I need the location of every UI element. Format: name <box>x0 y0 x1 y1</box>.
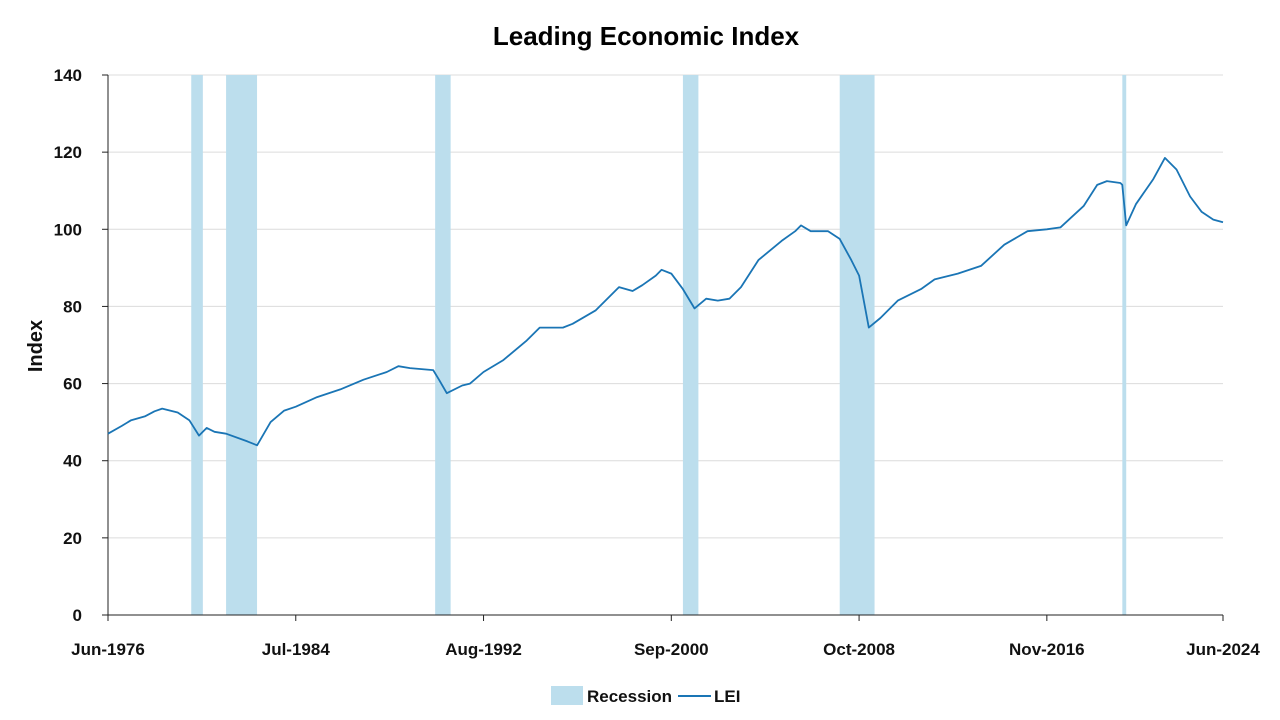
y-tick-label: 20 <box>63 529 82 548</box>
recession-bands <box>191 75 1127 615</box>
y-tick-label: 60 <box>63 375 82 394</box>
x-tick-label: Jun-2024 <box>1186 640 1260 659</box>
legend-recession-swatch <box>551 686 583 705</box>
y-tick-label: 140 <box>54 66 82 85</box>
x-tick-label: Jul-1984 <box>262 640 331 659</box>
x-tick-label: Jun-1976 <box>71 640 145 659</box>
x-tick-label: Nov-2016 <box>1009 640 1085 659</box>
recession-band-4 <box>682 75 699 615</box>
recession-band-6 <box>1122 75 1127 615</box>
x-tick-label: Sep-2000 <box>634 640 709 659</box>
legend: Recession LEI <box>551 686 740 706</box>
recession-band-3 <box>435 75 451 615</box>
y-tick-label: 100 <box>54 220 82 239</box>
x-tick-label: Oct-2008 <box>823 640 895 659</box>
gridlines <box>108 74 1223 539</box>
series-line-lei <box>107 157 1224 447</box>
y-tick-label: 120 <box>54 143 82 162</box>
legend-lei-label: LEI <box>714 687 740 706</box>
y-tick-labels: 0 20 40 60 80 100 120 140 <box>54 66 82 625</box>
x-tick-labels: Jun-1976 Jul-1984 Aug-1992 Sep-2000 Oct-2008… <box>71 640 1260 659</box>
y-tick-label: 80 <box>63 297 82 316</box>
recession-band-1 <box>191 75 203 615</box>
lei-series <box>107 157 1224 447</box>
y-tick-label: 40 <box>63 452 82 471</box>
recession-band-2 <box>226 75 258 615</box>
x-tick-label: Aug-1992 <box>445 640 522 659</box>
y-axis-label: Index <box>25 320 47 372</box>
axes <box>102 74 1224 621</box>
legend-recession-label: Recession <box>587 687 672 706</box>
recession-band-5 <box>839 75 875 615</box>
y-tick-label: 0 <box>73 606 82 625</box>
chart-title: Leading Economic Index <box>493 21 800 51</box>
